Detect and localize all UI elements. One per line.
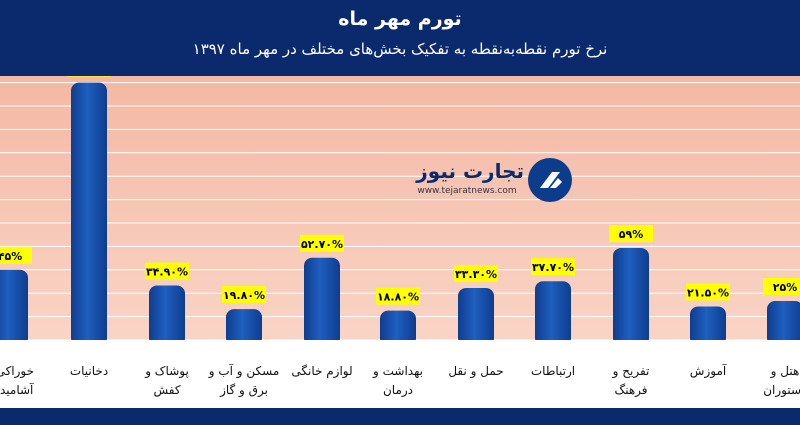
data-label-text: ۲۱.۵۰% [687, 286, 729, 299]
bar [71, 82, 107, 340]
category-label: ارتباطات [530, 364, 576, 378]
category-label: هتل و رستوران [763, 364, 800, 397]
category-label: بهداشت و درمان [373, 364, 423, 397]
data-label: ۲۱.۵۰% [686, 283, 730, 301]
data-label-text: ۱۹.۸۰% [223, 289, 265, 302]
data-label-text: ۱۸.۸۰% [377, 291, 419, 304]
data-label-text: ۳۷.۷۰% [532, 261, 574, 274]
data-label-bg [763, 278, 800, 295]
data-label-text: ۳۳.۳۰% [455, 268, 497, 281]
logo-name: تجارت نیوز [416, 159, 524, 183]
data-label-text: ۵۲.۷۰% [301, 238, 343, 251]
data-label: ۴۵% [0, 246, 32, 264]
data-label-bg [376, 287, 420, 305]
header-banner: تورم مهر ماه نرخ تورم نقطه‌به‌نقطه به تف… [0, 0, 800, 76]
category-label: دخانیات [69, 364, 109, 378]
data-label: ۵۹% [609, 224, 653, 242]
data-label-bg [531, 258, 575, 276]
chart-subtitle: نرخ تورم نقطه‌به‌نقطه به تفکیک بخش‌های م… [192, 40, 608, 58]
data-label-bg [686, 283, 730, 301]
data-label-bg [0, 246, 32, 264]
chart-title: تورم مهر ماه [338, 8, 462, 30]
data-label-text: ۳۴.۹۰% [146, 266, 188, 279]
bar [613, 247, 649, 340]
bar [304, 257, 340, 340]
bar [380, 310, 416, 340]
data-label: ۲۵% [763, 278, 800, 295]
bar-chart: ۴۵% ۱۶۵% ۳۴.۹۰% ۱۹.۸۰% ۵۲.۷۰% ۱۸.۸۰% ۳۳.۳۰% ۳۷.… [0, 76, 800, 340]
category-label: لوازم خانگی [291, 364, 353, 378]
data-label-bg [609, 224, 653, 242]
data-label-bg [145, 262, 189, 280]
data-label-bg [300, 234, 344, 252]
data-label: ۵۲.۷۰% [300, 234, 344, 252]
category-label: تفریح و فرهنگ [612, 364, 650, 397]
bar [226, 309, 262, 340]
category-label: حمل و نقل [448, 364, 504, 378]
bar [535, 281, 571, 340]
data-label: ۳۷.۷۰% [531, 258, 575, 276]
category-label: مسکن و آب و برق و گاز [208, 364, 280, 397]
data-label: ۳۴.۹۰% [145, 262, 189, 280]
bar [0, 269, 28, 340]
data-label: ۳۳.۳۰% [454, 265, 498, 283]
category-label: پوشاک و کفش [145, 364, 189, 397]
data-label-bg [454, 265, 498, 283]
logo-icon [528, 158, 572, 202]
data-label-bg [222, 286, 266, 304]
footer-bar [0, 408, 800, 425]
category-label: آموزش [689, 364, 727, 378]
data-label-text: ۵۹% [619, 228, 643, 241]
data-label: ۱۸.۸۰% [376, 287, 420, 305]
logo: تجارت نیوز www.tejaratnews.com [410, 156, 575, 208]
data-label-text: ۲۵% [773, 281, 797, 294]
data-label-bg [67, 76, 111, 77]
bar [149, 285, 185, 340]
data-label-text: ۴۵% [0, 250, 22, 263]
bar [458, 288, 494, 340]
category-label: خوراکی و آشامیدنی [0, 364, 35, 397]
data-label: ۱۹.۸۰% [222, 286, 266, 304]
bar [767, 301, 800, 340]
data-label: ۱۶۵% [67, 76, 111, 77]
bar [690, 306, 726, 340]
logo-url: www.tejaratnews.com [417, 186, 517, 196]
